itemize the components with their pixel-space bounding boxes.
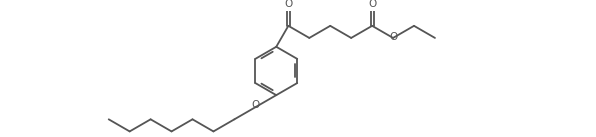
Text: O: O [251,100,259,110]
Text: O: O [368,0,376,9]
Text: O: O [284,0,293,9]
Text: O: O [389,32,398,42]
